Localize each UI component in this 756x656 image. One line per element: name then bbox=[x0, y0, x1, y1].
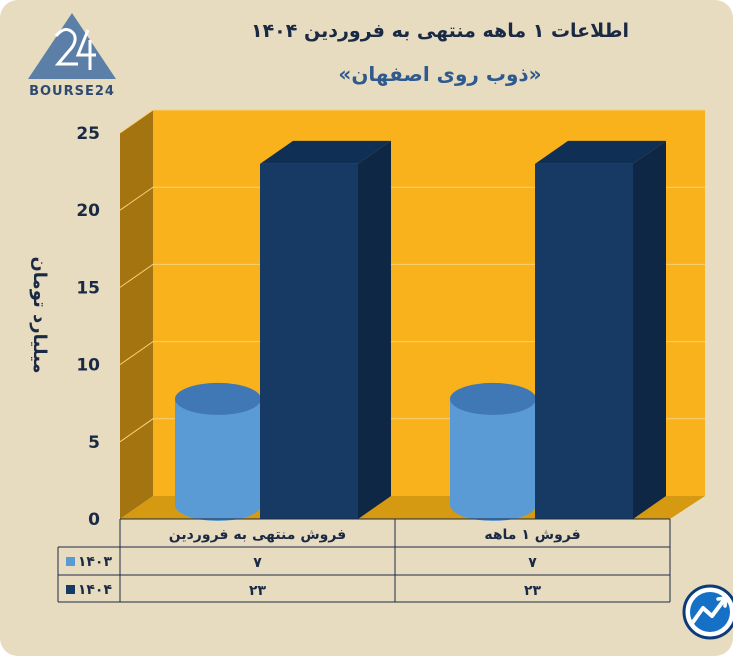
trend-badge-icon bbox=[682, 584, 733, 640]
bars bbox=[175, 140, 666, 521]
box-side bbox=[633, 140, 666, 519]
side-wall bbox=[120, 110, 153, 519]
bourse24-logo: BOURSE24 bbox=[28, 13, 116, 99]
chart-title: اطلاعات ۱ ماهه منتهی به فروردین ۱۴۰۴ bbox=[251, 20, 629, 42]
data-label: ۷ bbox=[528, 555, 537, 571]
category-label: فروش منتهی به فروردین bbox=[169, 527, 346, 543]
cylinder-body bbox=[450, 398, 536, 521]
gridline bbox=[119, 109, 705, 134]
data-label: ۲۳ bbox=[249, 583, 267, 599]
cylinder-top bbox=[175, 382, 261, 415]
data-label: ۷ bbox=[253, 555, 262, 571]
y-axis-ticks: 0 5 10 15 20 25 bbox=[76, 124, 100, 530]
legend-label: ۱۴۰۴ bbox=[78, 582, 113, 598]
bar-1403 bbox=[450, 382, 536, 521]
bar-1403 bbox=[175, 382, 261, 521]
chart-card: اطلاعات ۱ ماهه منتهی به فروردین ۱۴۰۴ «ذو… bbox=[0, 0, 733, 656]
y-tick-label: 0 bbox=[88, 510, 100, 530]
y-tick-label: 20 bbox=[76, 201, 100, 221]
gridline bbox=[119, 186, 705, 211]
data-table: فروش منتهی به فروردین فروش ۱ ماهه ۱۴۰۳ ۷ ۷ ۱۴… bbox=[57, 518, 671, 603]
cylinder-top bbox=[450, 382, 536, 415]
chart: اطلاعات ۱ ماهه منتهی به فروردین ۱۴۰۴ «ذو… bbox=[28, 13, 733, 640]
chart-subtitle: «ذوب روی اصفهان» bbox=[338, 62, 541, 86]
data-label: ۲۳ bbox=[524, 583, 542, 599]
legend-label: ۱۴۰۳ bbox=[78, 554, 113, 570]
gridline bbox=[119, 263, 705, 288]
legend-swatch bbox=[66, 557, 75, 566]
y-axis-title: میلیارد تومان bbox=[29, 256, 50, 373]
y-tick-label: 15 bbox=[76, 278, 100, 298]
bar-1404 bbox=[260, 140, 391, 519]
box-front bbox=[535, 163, 633, 519]
category-label: فروش ۱ ماهه bbox=[484, 527, 580, 543]
box-top bbox=[260, 140, 391, 164]
y-tick-label: 10 bbox=[76, 356, 100, 376]
logo-text: BOURSE24 bbox=[29, 84, 115, 99]
y-tick-label: 5 bbox=[88, 433, 100, 453]
legend-swatch bbox=[66, 585, 75, 594]
gridline bbox=[119, 341, 705, 366]
y-tick-label: 25 bbox=[76, 124, 100, 144]
logo-digit-2 bbox=[54, 28, 78, 66]
box-side bbox=[358, 140, 391, 519]
cylinder-body bbox=[175, 398, 261, 521]
box-top bbox=[535, 140, 666, 164]
box-front bbox=[260, 163, 358, 519]
logo-digit-4 bbox=[75, 29, 96, 70]
bar-1404 bbox=[535, 140, 666, 519]
